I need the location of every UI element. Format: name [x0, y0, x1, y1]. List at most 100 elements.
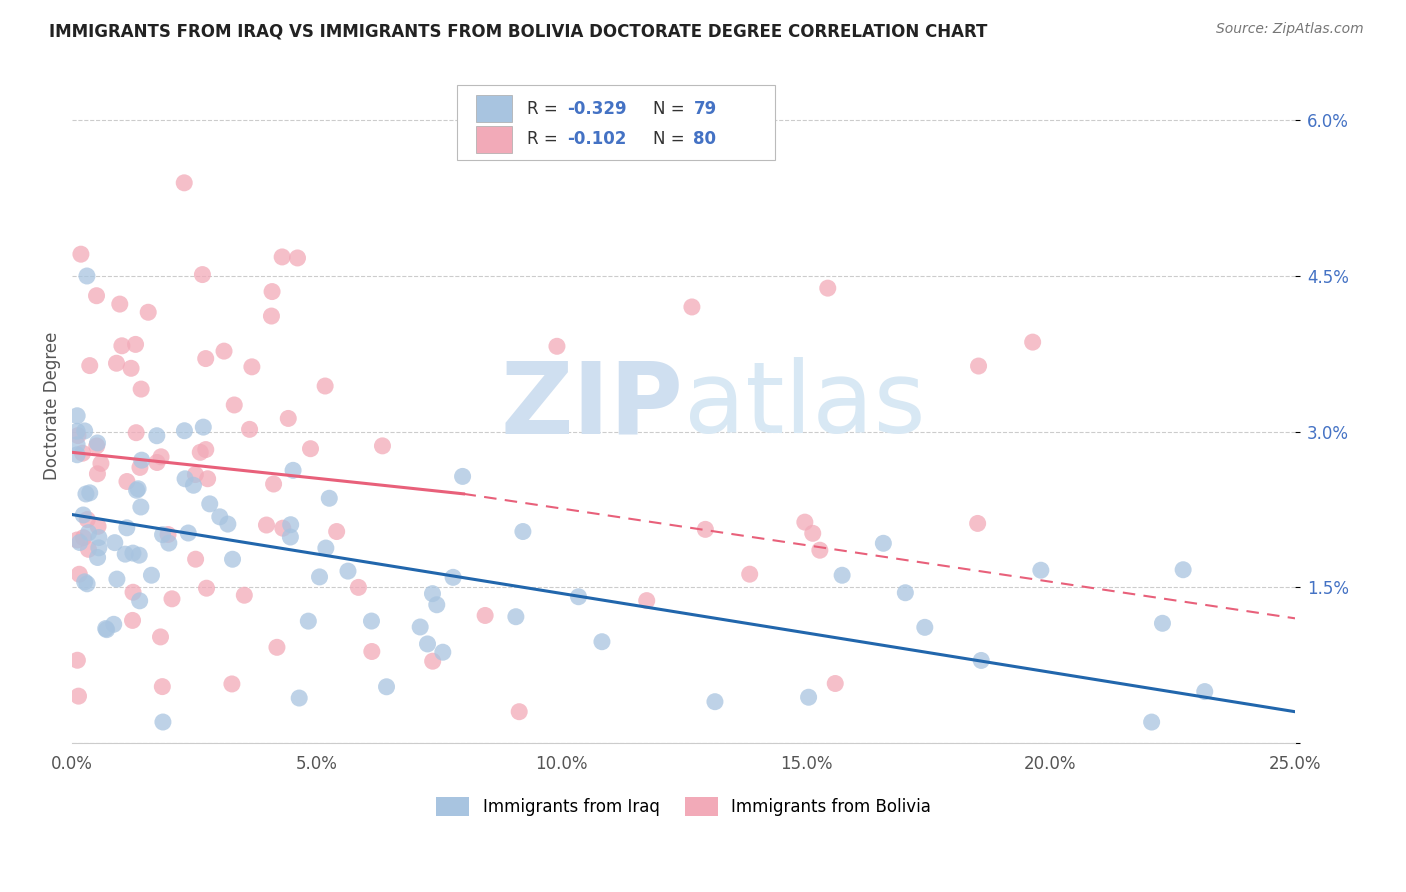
Point [894, 586, 917, 600]
Point [967, 359, 990, 373]
Text: N =: N = [652, 130, 690, 148]
Point [86, 550, 108, 565]
Point [318, 491, 340, 506]
Point [150, 450, 173, 464]
Legend: Immigrants from Iraq, Immigrants from Bolivia: Immigrants from Iraq, Immigrants from Bo… [429, 790, 938, 822]
Point [217, 517, 239, 532]
Point [70, 247, 93, 261]
Point [183, 478, 205, 492]
Point [120, 361, 142, 376]
Point [191, 268, 214, 282]
Point [281, 463, 304, 477]
Point [149, 630, 172, 644]
Point [695, 522, 717, 536]
Point [146, 455, 169, 469]
Point [174, 472, 197, 486]
Point [173, 424, 195, 438]
Point [1140, 714, 1163, 729]
Point [128, 548, 150, 562]
Point [173, 176, 195, 190]
Point [129, 500, 152, 514]
Point [422, 654, 444, 668]
Point [66, 424, 89, 438]
Point [66, 448, 89, 462]
Point [681, 300, 703, 314]
Point [87, 519, 110, 533]
Point [72, 531, 94, 545]
Point [314, 379, 336, 393]
Point [422, 587, 444, 601]
Point [131, 453, 153, 467]
Point [66, 438, 89, 452]
Point [141, 568, 163, 582]
Point [184, 467, 207, 482]
Point [103, 617, 125, 632]
Point [66, 409, 89, 423]
Point [136, 305, 159, 319]
Text: 79: 79 [693, 100, 717, 118]
Point [872, 536, 894, 550]
Point [512, 524, 534, 539]
Text: IMMIGRANTS FROM IRAQ VS IMMIGRANTS FROM BOLIVIA DOCTORATE DEGREE CORRELATION CHA: IMMIGRANTS FROM IRAQ VS IMMIGRANTS FROM … [49, 22, 987, 40]
FancyBboxPatch shape [457, 86, 775, 160]
Point [121, 614, 143, 628]
Point [104, 535, 127, 549]
Point [124, 337, 146, 351]
Point [441, 570, 464, 584]
Point [105, 572, 128, 586]
Text: 80: 80 [693, 130, 717, 148]
Point [416, 637, 439, 651]
Point [266, 640, 288, 655]
Point [966, 516, 988, 531]
Point [1021, 335, 1043, 350]
Point [75, 487, 97, 501]
Point [256, 518, 278, 533]
Point [76, 512, 98, 526]
Point [87, 531, 110, 545]
Y-axis label: Doctorate Degree: Doctorate Degree [44, 332, 60, 480]
Text: ZIP: ZIP [501, 357, 683, 454]
Point [271, 250, 294, 264]
Point [824, 676, 846, 690]
Point [128, 594, 150, 608]
Point [79, 486, 101, 500]
Text: Source: ZipAtlas.com: Source: ZipAtlas.com [1216, 22, 1364, 37]
Point [280, 517, 302, 532]
Point [336, 564, 359, 578]
Point [1152, 616, 1174, 631]
Point [808, 543, 831, 558]
Text: -0.329: -0.329 [568, 100, 627, 118]
Point [90, 457, 112, 471]
Point [308, 570, 330, 584]
Point [67, 567, 90, 582]
Text: N =: N = [652, 100, 690, 118]
Point [160, 591, 183, 606]
Point [508, 705, 530, 719]
Point [86, 289, 108, 303]
Point [208, 509, 231, 524]
Point [224, 398, 246, 412]
Point [432, 645, 454, 659]
Point [262, 285, 284, 299]
Point [347, 581, 370, 595]
Point [157, 536, 180, 550]
Point [184, 552, 207, 566]
Text: -0.102: -0.102 [568, 130, 627, 148]
Point [72, 446, 94, 460]
Point [73, 574, 96, 589]
Text: atlas: atlas [683, 357, 925, 454]
Point [79, 359, 101, 373]
Point [288, 691, 311, 706]
Point [105, 356, 128, 370]
Point [67, 689, 90, 703]
Bar [475, 126, 512, 153]
Point [198, 497, 221, 511]
Point [360, 644, 382, 658]
Point [315, 541, 337, 555]
Point [325, 524, 347, 539]
Point [546, 339, 568, 353]
Point [277, 411, 299, 425]
Point [1029, 563, 1052, 577]
Point [287, 251, 309, 265]
Point [451, 469, 474, 483]
